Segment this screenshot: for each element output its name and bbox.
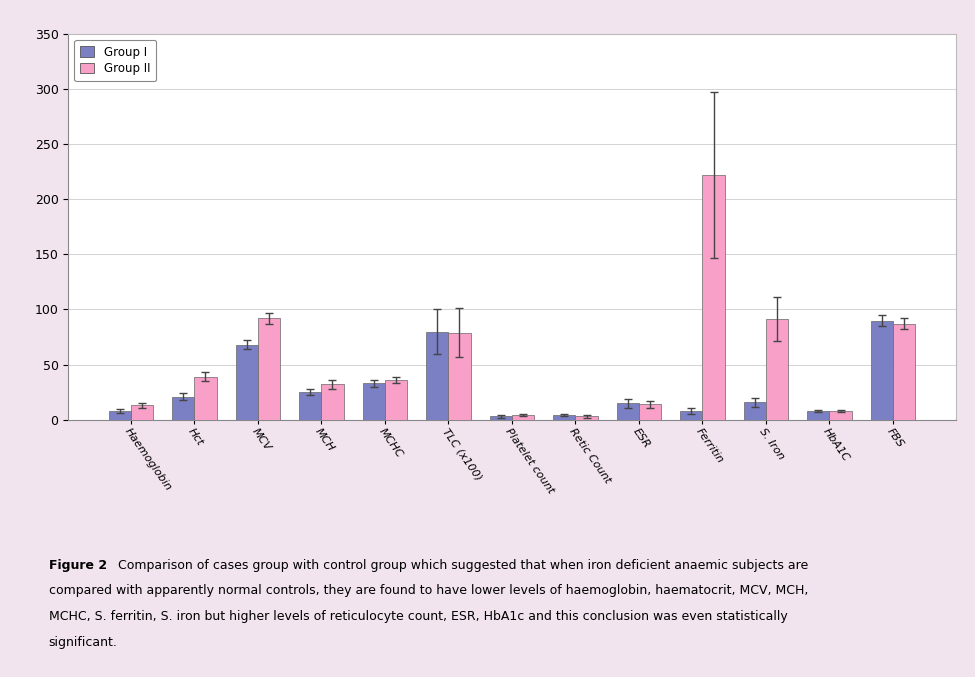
Bar <box>173 397 194 420</box>
Bar <box>681 411 702 420</box>
Bar <box>512 415 534 420</box>
Bar <box>236 345 257 420</box>
Bar <box>871 320 893 420</box>
Bar <box>448 332 471 420</box>
Text: compared with apparently normal controls, they are found to have lower levels of: compared with apparently normal controls… <box>49 584 808 597</box>
Bar <box>807 411 830 420</box>
Bar <box>553 415 575 420</box>
Bar <box>363 383 385 420</box>
Legend: Group I, Group II: Group I, Group II <box>74 40 156 81</box>
Bar <box>639 404 661 420</box>
Bar <box>385 380 408 420</box>
Text: significant.: significant. <box>49 636 118 649</box>
Bar <box>575 416 598 420</box>
Bar <box>194 376 216 420</box>
Bar <box>702 175 724 420</box>
Bar <box>766 320 788 420</box>
Bar <box>744 402 766 420</box>
Bar <box>108 411 131 420</box>
Bar <box>830 411 851 420</box>
Bar <box>893 324 916 420</box>
Bar <box>489 416 512 420</box>
Bar <box>426 332 448 420</box>
Text: Figure 2: Figure 2 <box>49 559 107 571</box>
Bar <box>131 406 153 420</box>
Text: Comparison of cases group with control group which suggested that when iron defi: Comparison of cases group with control g… <box>114 559 808 571</box>
Text: MCHC, S. ferritin, S. iron but higher levels of reticulocyte count, ESR, HbA1c a: MCHC, S. ferritin, S. iron but higher le… <box>49 610 788 623</box>
Bar <box>299 392 322 420</box>
Bar <box>616 403 639 420</box>
Bar <box>257 318 280 420</box>
Bar <box>322 385 343 420</box>
